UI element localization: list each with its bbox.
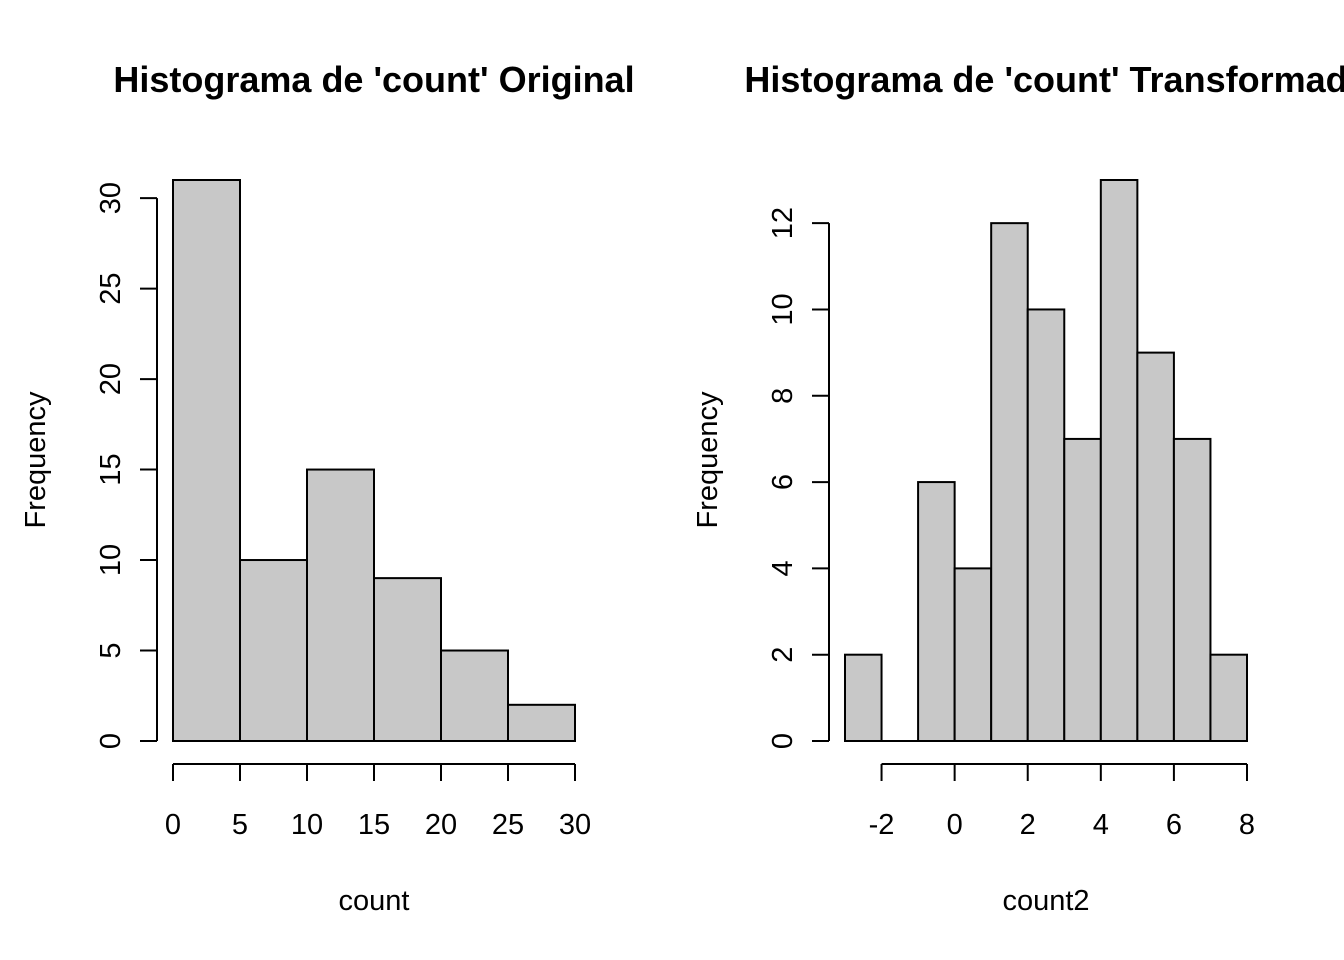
y-tick-label: 30 [95,182,127,214]
histogram-bar [239,559,308,743]
histogram-bar [1209,653,1249,743]
y-axis-label: Frequency [20,391,52,529]
y-tick-label: 10 [95,544,127,576]
x-tick-label: 0 [165,809,181,841]
y-tick-label: 15 [95,453,127,485]
histogram-bar [844,653,883,743]
y-tick-label: 20 [95,363,127,395]
histogram-bar [1136,351,1175,742]
chart-title: Histograma de 'count' Transformad [744,59,1344,100]
x-tick-label: 10 [291,809,323,841]
histogram-bar [1172,437,1212,742]
histogram-bar [507,703,576,743]
x-tick-label: -2 [869,809,895,841]
histogram-bar [917,481,956,742]
y-tick-label: 4 [767,560,799,576]
x-tick-label: 8 [1239,809,1255,841]
x-tick-label: 30 [559,809,591,841]
histogram-bar [1063,437,1102,742]
x-tick-label: 0 [947,809,963,841]
histogram-bar [1026,308,1066,742]
x-tick-label: 2 [1020,809,1036,841]
histogram-bar [172,179,241,742]
y-tick-label: 0 [95,733,127,749]
y-axis-label: Frequency [692,391,724,529]
histogram-bar [440,649,509,742]
x-tick-label: 4 [1093,809,1109,841]
y-tick-label: 0 [767,733,799,749]
x-tick-label: 5 [232,809,248,841]
y-tick-label: 10 [767,293,799,325]
chart-title: Histograma de 'count' Original [113,59,634,100]
y-tick-label: 5 [95,642,127,658]
y-tick-label: 12 [767,207,799,239]
y-tick-label: 6 [767,474,799,490]
histogram-bar [990,222,1029,742]
histogram-panel-transformed: Histograma de 'count' Transformad 0 2 4 6 8 10… [692,59,1344,917]
x-tick-label: 15 [358,809,390,841]
x-tick-label: 6 [1166,809,1182,841]
y-tick-label: 8 [767,388,799,404]
x-tick-label: 25 [492,809,524,841]
y-tick-label: 25 [95,272,127,304]
histogram-bar [953,567,993,743]
histogram-bar [373,577,442,742]
histogram-panel-original: Histograma de 'count' Original 0 5 10 15 20 25… [20,59,635,917]
x-axis-label: count2 [1002,885,1089,917]
histogram-bar [1099,179,1139,742]
x-axis-label: count [339,885,410,917]
y-tick-label: 2 [767,647,799,663]
x-tick-label: 20 [425,809,457,841]
histogram-bar [306,468,375,742]
